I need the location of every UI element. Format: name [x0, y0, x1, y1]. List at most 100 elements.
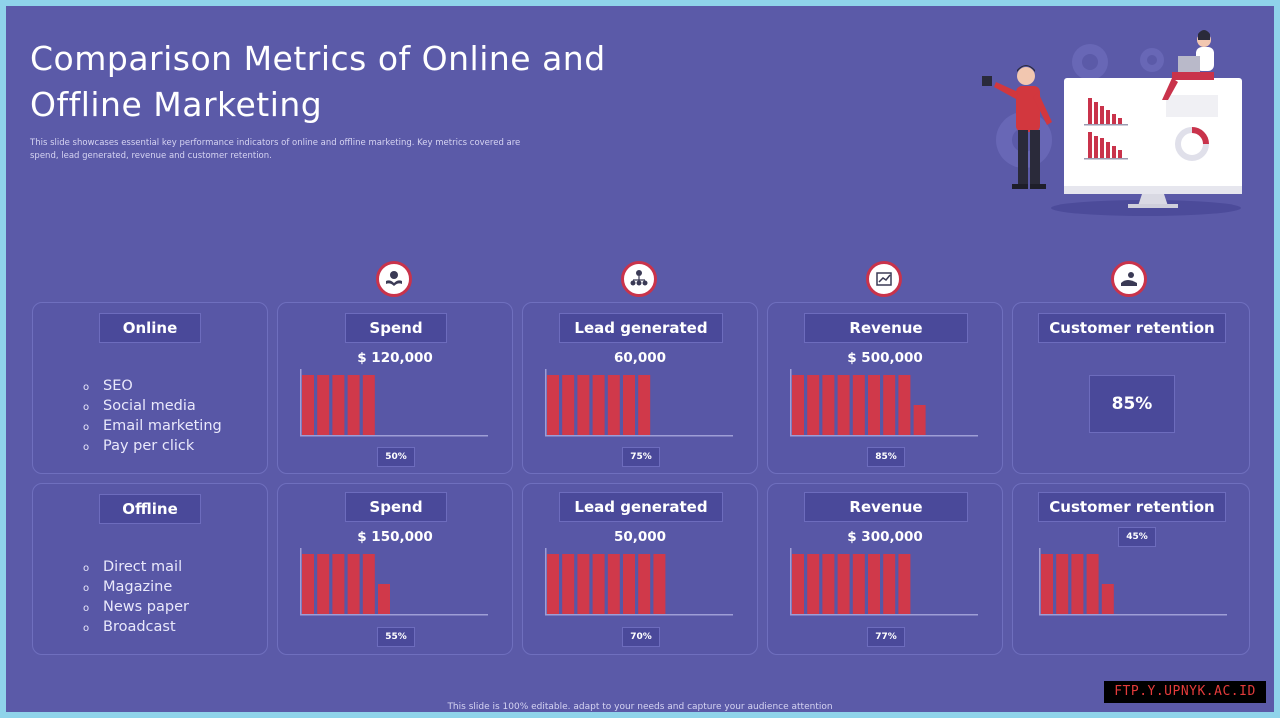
category-label-online: Online: [99, 313, 201, 343]
list-item: o SEO: [83, 377, 222, 397]
monitor-icon: [1064, 78, 1242, 208]
metric-label: Spend: [345, 313, 447, 343]
chart-bar: [822, 375, 835, 435]
chart-bar: [332, 375, 345, 435]
chart-bar: [317, 554, 330, 614]
chart-bar: [577, 375, 590, 435]
y-axis: [790, 369, 792, 435]
percent-badge: 45%: [1118, 527, 1156, 547]
chart-bar: [1071, 554, 1084, 614]
chart-bar: [638, 554, 651, 614]
chart-bar: [807, 554, 820, 614]
chart-bar: [347, 375, 360, 435]
offline-customer-retention-card: Customer retention 45%: [1012, 483, 1250, 655]
chart-bar: [868, 375, 880, 435]
chart-bar: [1041, 554, 1053, 614]
chart-bar: [347, 554, 360, 614]
online-revenue-card: Revenue $ 500,000 85%: [767, 302, 1003, 474]
metric-label: Revenue: [804, 313, 968, 343]
bullet-icon: o: [83, 422, 90, 433]
metric-value: 50,000: [613, 529, 667, 545]
online-category-card: Online o SEO o Social media o Email marketi…: [32, 302, 268, 474]
chart-bar: [378, 584, 390, 614]
chart-bar: [623, 375, 635, 435]
bullet-icon: o: [83, 563, 90, 574]
chart-bar: [792, 554, 804, 614]
chart-bar: [362, 554, 375, 614]
y-axis: [300, 548, 302, 614]
offline-customer-retention-chart: [1039, 548, 1227, 616]
chart-bar: [607, 375, 620, 435]
metric-value: $ 500,000: [847, 350, 923, 366]
list-item: o Magazine: [83, 578, 189, 598]
bullet-icon: o: [83, 603, 90, 614]
slide: Comparison Metrics of Online and Offline…: [6, 6, 1274, 712]
chart-bar: [898, 554, 911, 614]
chart-bar: [837, 554, 850, 614]
chart-bar: [638, 375, 651, 435]
offline-category-card: Offline o Direct mail o Magazine o News pap…: [32, 483, 268, 655]
retention-percent: 85%: [1089, 375, 1175, 433]
online-spend-chart: [300, 369, 488, 437]
offline-lead-generated-chart: [545, 548, 733, 616]
list-item: o Social media: [83, 397, 222, 417]
percent-badge: 70%: [622, 627, 660, 647]
lead-generated-icon: [621, 261, 657, 297]
chart-bar: [1056, 554, 1069, 614]
chart-bar: [623, 554, 635, 614]
chart-bar: [792, 375, 804, 435]
metric-label: Revenue: [804, 492, 968, 522]
online-customer-retention-card: Customer retention 85%: [1012, 302, 1250, 474]
x-axis: [545, 435, 733, 437]
chart-bar: [302, 554, 314, 614]
metric-value: $ 120,000: [357, 350, 433, 366]
x-axis: [300, 614, 488, 616]
bullet-icon: o: [83, 583, 90, 594]
online-channel-list: o SEO o Social media o Email marketing o Pay…: [83, 377, 222, 457]
y-axis: [790, 548, 792, 614]
y-axis: [545, 548, 547, 614]
chart-bar: [883, 375, 896, 435]
metric-value: $ 300,000: [847, 529, 923, 545]
percent-badge: 77%: [867, 627, 905, 647]
revenue-icon: [866, 261, 902, 297]
chart-bar: [362, 375, 375, 435]
chart-bar: [1101, 584, 1114, 614]
man-presenting-icon: [982, 65, 1052, 189]
chart-bar: [577, 554, 590, 614]
chart-bar: [592, 375, 605, 435]
metric-label: Lead generated: [559, 313, 723, 343]
y-axis: [545, 369, 547, 435]
metric-label: Spend: [345, 492, 447, 522]
chart-bar: [547, 375, 559, 435]
list-item: o News paper: [83, 598, 189, 618]
category-label-offline: Offline: [99, 494, 201, 524]
list-item: o Pay per click: [83, 437, 222, 457]
chart-bar: [653, 554, 666, 614]
list-item: o Broadcast: [83, 618, 189, 638]
chart-bar: [883, 554, 896, 614]
chart-bar: [592, 554, 605, 614]
online-revenue-chart: [790, 369, 978, 437]
footer-note: This slide is 100% editable. adapt to yo…: [447, 702, 833, 712]
chart-bar: [898, 375, 911, 435]
customer-retention-icon: [1111, 261, 1147, 297]
woman-with-laptop-icon: [1162, 30, 1214, 100]
x-axis: [1039, 614, 1227, 616]
offline-channel-list: o Direct mail o Magazine o News paper o Broa…: [83, 558, 189, 638]
metric-label: Customer retention: [1038, 313, 1226, 343]
offline-spend-card: Spend $ 150,000 55%: [277, 483, 513, 655]
chart-bar: [547, 554, 559, 614]
x-axis: [545, 614, 733, 616]
y-axis: [1039, 548, 1041, 614]
offline-revenue-card: Revenue $ 300,000 77%: [767, 483, 1003, 655]
list-item: o Email marketing: [83, 417, 222, 437]
bullet-icon: o: [83, 382, 90, 393]
chart-bar: [332, 554, 345, 614]
metric-value: $ 150,000: [357, 529, 433, 545]
chart-bar: [913, 405, 926, 435]
offline-spend-chart: [300, 548, 488, 616]
y-axis: [300, 369, 302, 435]
watermark: FTP.Y.UPNYK.AC.ID: [1104, 681, 1266, 703]
percent-badge: 50%: [377, 447, 415, 467]
